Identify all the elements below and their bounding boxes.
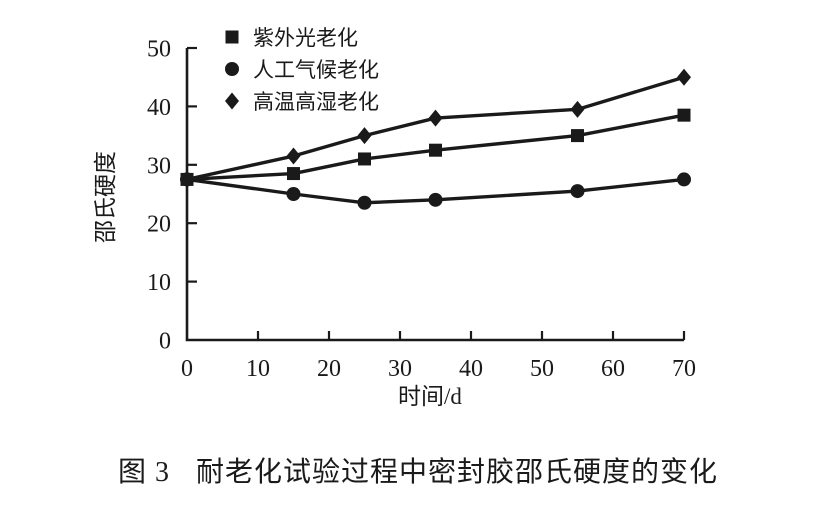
series-diamond bbox=[180, 68, 691, 188]
y-axis-title: 邵氏硬度 bbox=[93, 151, 118, 243]
data-point bbox=[677, 108, 691, 122]
diamond-marker-icon bbox=[225, 92, 239, 110]
x-tick-label: 30 bbox=[388, 356, 412, 382]
legend-label: 高温高湿老化 bbox=[253, 90, 379, 114]
x-tick-label: 70 bbox=[672, 356, 696, 382]
data-point bbox=[429, 143, 442, 157]
x-tick-label: 60 bbox=[601, 356, 625, 382]
legend-item: 人工气候老化 bbox=[225, 58, 379, 82]
series-circle bbox=[180, 172, 691, 210]
y-tick-label: 0 bbox=[159, 329, 171, 355]
data-point bbox=[428, 109, 443, 127]
data-point bbox=[677, 68, 691, 86]
x-tick-label: 20 bbox=[317, 356, 341, 382]
data-point bbox=[358, 152, 371, 166]
data-point bbox=[286, 187, 301, 201]
x-tick-label: 10 bbox=[246, 356, 270, 382]
series-line bbox=[185, 75, 686, 182]
y-tick-label: 50 bbox=[147, 37, 171, 63]
figure-caption: 图 3 耐老化试验过程中密封胶邵氏硬度的变化 bbox=[0, 450, 836, 490]
data-point bbox=[570, 184, 585, 199]
data-point bbox=[357, 195, 372, 210]
legend-item: 高温高湿老化 bbox=[225, 90, 379, 114]
data-point bbox=[357, 127, 372, 145]
data-point bbox=[570, 100, 585, 118]
x-tick-label: 0 bbox=[181, 356, 193, 382]
x-axis-title: 时间/d bbox=[398, 384, 462, 409]
line-chart: 邵氏硬度 时间/d 0 10 20 30 40 50 0 10 20 30 40 50 60 70 紫外光老… bbox=[93, 26, 696, 409]
square-marker-icon bbox=[225, 30, 239, 44]
y-tick-label: 20 bbox=[147, 212, 171, 238]
chart-area: 邵氏硬度 时间/d 0 10 20 30 40 50 0 10 20 30 40 50 60 70 紫外光老… bbox=[93, 26, 696, 409]
x-tick-label: 50 bbox=[530, 356, 554, 382]
legend-label: 紫外光老化 bbox=[253, 26, 358, 50]
series-line bbox=[185, 177, 686, 205]
series-line bbox=[185, 113, 686, 182]
data-point bbox=[428, 192, 443, 207]
y-tick-label: 10 bbox=[147, 270, 171, 296]
data-point bbox=[287, 167, 300, 181]
y-tick-label: 30 bbox=[147, 153, 171, 179]
y-tick-label: 40 bbox=[147, 95, 171, 121]
legend-label: 人工气候老化 bbox=[253, 58, 379, 82]
legend-item: 紫外光老化 bbox=[225, 26, 358, 50]
circle-marker-icon bbox=[225, 62, 239, 76]
data-point bbox=[286, 147, 301, 165]
figure-label: 图 3 bbox=[117, 457, 170, 488]
axes-frame bbox=[185, 48, 684, 342]
x-tick-label: 40 bbox=[459, 356, 483, 382]
data-point bbox=[180, 170, 194, 188]
caption-text: 耐老化试验过程中密封胶邵氏硬度的变化 bbox=[196, 457, 719, 488]
data-point bbox=[571, 129, 584, 143]
series-square bbox=[180, 108, 691, 186]
data-point bbox=[677, 172, 691, 187]
